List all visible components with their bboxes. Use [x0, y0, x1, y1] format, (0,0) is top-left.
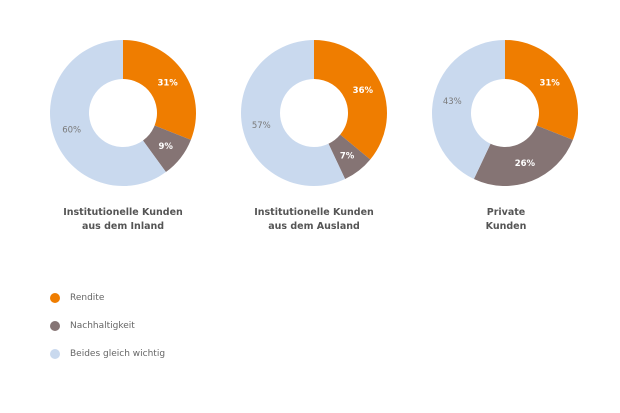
legend-item-rendite: Rendite	[50, 284, 165, 312]
legend-swatch-nachhaltigkeit	[50, 321, 60, 331]
slice-label-2-rendite: 31%	[539, 79, 560, 89]
legend-swatch-rendite	[50, 293, 60, 303]
slice-label-2-nachhaltigkeit: 26%	[515, 159, 536, 169]
slice-2-nachhaltigkeit	[473, 125, 573, 186]
donut-charts-svg: 31% 9% 60% 36% 7% 57% 31% 26% 43%	[49, 40, 578, 187]
slice-label-2-beides: 43%	[443, 97, 462, 107]
chart-title-ausland: Institutionelle Kunden aus dem Ausland	[234, 206, 394, 234]
slice-1-rendite	[314, 40, 388, 160]
chart-title-ausland-line2: aus dem Ausland	[268, 221, 360, 232]
slice-1-beides	[240, 40, 346, 187]
legend-item-nachhaltigkeit: Nachhaltigkeit	[50, 312, 165, 340]
chart-title-inland-line2: aus dem Inland	[81, 221, 165, 232]
slice-0-beides	[49, 40, 166, 187]
slice-1-nachhaltigkeit	[328, 134, 371, 180]
slice-label-0-rendite: 31%	[157, 79, 178, 89]
slice-2-rendite	[505, 40, 578, 140]
chart-title-inland: Institutionelle Kunden aus dem Inland	[43, 206, 203, 234]
slice-label-0-beides: 60%	[62, 126, 81, 136]
legend-label-beides: Beides gleich wichtig	[70, 349, 166, 359]
chart-title-inland-line1: Institutionelle Kunden	[63, 207, 183, 218]
chart-title-private-line1: Private	[486, 207, 526, 218]
legend-label-nachhaltigkeit: Nachhaltigkeit	[70, 321, 135, 331]
slice-label-0-nachhaltigkeit: 9%	[158, 142, 173, 152]
legend: Rendite Nachhaltigkeit Beides gleich wic…	[50, 284, 165, 368]
chart-title-private: Private Kunden	[426, 206, 586, 234]
chart-title-ausland-line1: Institutionelle Kunden	[254, 207, 374, 218]
chart-title-private-line2: Kunden	[485, 221, 527, 232]
slice-label-1-nachhaltigkeit: 7%	[340, 152, 355, 162]
legend-label-rendite: Rendite	[70, 293, 105, 303]
slice-0-rendite	[123, 40, 197, 140]
slice-2-beides	[432, 40, 505, 180]
slice-0-nachhaltigkeit	[142, 125, 191, 173]
legend-swatch-beides	[50, 349, 60, 359]
slice-label-1-beides: 57%	[252, 121, 271, 131]
legend-item-beides: Beides gleich wichtig	[50, 340, 165, 368]
slice-label-1-rendite: 36%	[353, 86, 374, 96]
